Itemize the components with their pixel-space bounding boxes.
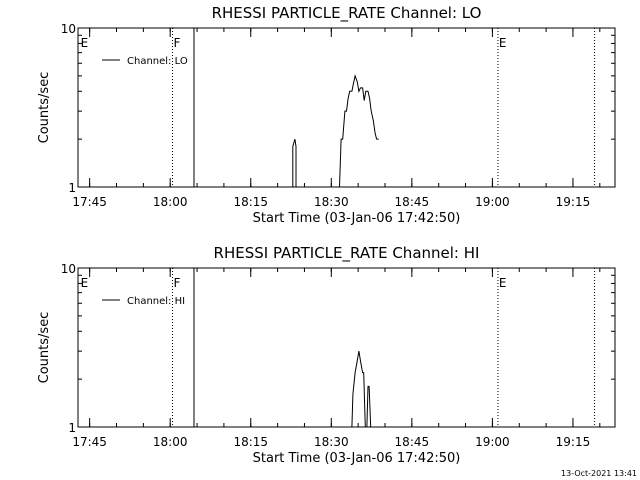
x-tick-label: 18:00 — [153, 195, 188, 209]
x-axis-label: Start Time (03-Jan-06 17:42:50) — [253, 451, 461, 466]
event-marker-label: E — [499, 36, 507, 50]
x-tick-label: 19:00 — [475, 195, 510, 209]
x-tick-label: 18:15 — [233, 195, 268, 209]
x-tick-label: 18:30 — [314, 435, 349, 449]
event-marker-label: F — [174, 36, 181, 50]
x-tick-label: 18:30 — [314, 195, 349, 209]
rate-series-line — [351, 351, 373, 428]
y-tick-label: 10 — [61, 262, 76, 276]
x-tick-label: 18:15 — [233, 435, 268, 449]
rate-series-line — [292, 138, 297, 187]
event-marker-label: E — [81, 36, 89, 50]
chart-panel-hi: RHESSI PARTICLE_RATE Channel: HI 1 10 17:45… — [37, 244, 616, 466]
y-axis-label: Counts/sec — [37, 312, 52, 384]
y-axis-label: Counts/sec — [37, 72, 52, 144]
x-tick-label: 18:45 — [395, 435, 430, 449]
chart-title: RHESSI PARTICLE_RATE Channel: LO — [212, 4, 482, 23]
chart-title: RHESSI PARTICLE_RATE Channel: HI — [214, 244, 480, 263]
y-tick-label: 1 — [68, 181, 76, 195]
plot-frame — [77, 267, 616, 428]
legend-label: Channel: HI — [127, 296, 185, 307]
x-axis-label: Start Time (03-Jan-06 17:42:50) — [253, 211, 461, 226]
x-tick-label: 17:45 — [72, 435, 107, 449]
chart-panels: RHESSI PARTICLE_RATE Channel: LO 1 10 17:45… — [37, 4, 616, 466]
x-tick-label: 19:15 — [556, 195, 591, 209]
event-marker-label: E — [81, 276, 89, 290]
event-marker-label: F — [174, 276, 181, 290]
rate-series-line — [339, 74, 379, 188]
x-tick-label: 17:45 — [72, 195, 107, 209]
y-tick-label: 1 — [68, 421, 76, 435]
generation-timestamp: 13-Oct-2021 13:41 — [561, 469, 637, 478]
x-tick-label: 19:15 — [556, 435, 591, 449]
chart-panel-lo: RHESSI PARTICLE_RATE Channel: LO 1 10 17:45… — [37, 4, 616, 226]
legend-label: Channel: LO — [127, 56, 188, 67]
x-tick-label: 19:00 — [475, 435, 510, 449]
x-tick-label: 18:45 — [395, 195, 430, 209]
plot-frame — [77, 27, 616, 188]
event-marker-label: E — [499, 276, 507, 290]
y-tick-label: 10 — [61, 22, 76, 36]
x-tick-label: 18:00 — [153, 435, 188, 449]
